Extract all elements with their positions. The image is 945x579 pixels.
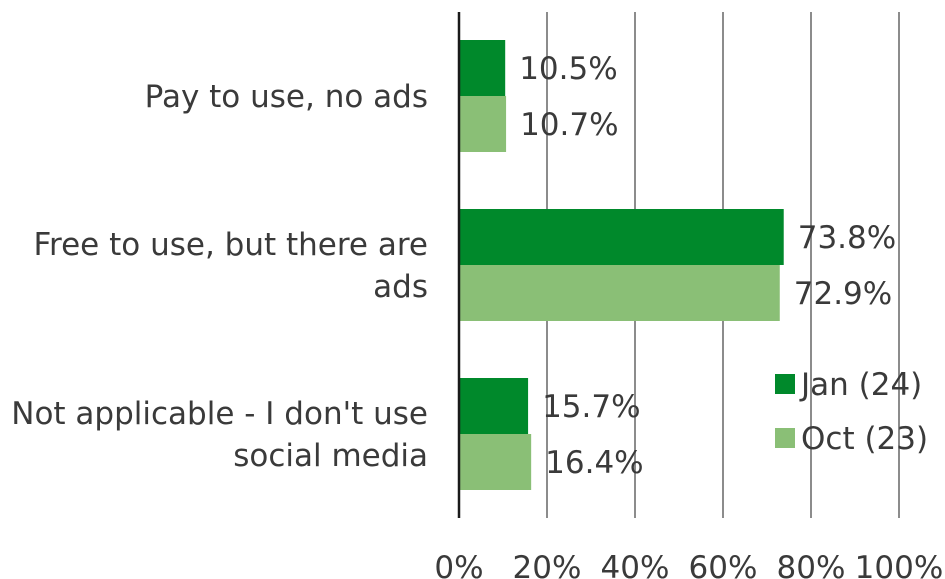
data-label-2-1: 16.4%: [545, 445, 643, 481]
bars: [459, 40, 784, 490]
bar-2-0: [459, 378, 529, 434]
data-label-0-0: 10.5%: [519, 51, 617, 87]
legend-swatch-0: [775, 374, 795, 394]
bar-0-1: [459, 96, 507, 152]
legend-label-1: Oct (23): [801, 421, 928, 457]
data-label-0-1: 10.7%: [520, 107, 618, 143]
data-label-2-0: 15.7%: [542, 389, 640, 425]
data-label-1-0: 73.8%: [798, 220, 896, 256]
bar-2-1: [459, 434, 532, 490]
tick-label-0: 0%: [434, 550, 483, 579]
tick-label-80: 80%: [777, 550, 846, 579]
bar-0-0: [459, 40, 506, 96]
bar-1-1: [459, 265, 780, 321]
category-label-0: Pay to use, no ads: [145, 79, 428, 115]
category-label-line: Pay to use, no ads: [145, 79, 428, 115]
tick-label-20: 20%: [513, 550, 582, 579]
category-label-line: ads: [373, 269, 428, 305]
category-label-line: social media: [233, 438, 428, 474]
category-label-line: Free to use, but there are: [33, 227, 428, 263]
category-label-1: Free to use, but there are ads: [33, 227, 428, 305]
legend-swatch-1: [775, 428, 795, 448]
tick-label-60: 60%: [689, 550, 758, 579]
category-labels: Pay to use, no ads Free to use, but there…: [11, 79, 428, 474]
legend-label-0: Jan (24): [799, 367, 922, 403]
category-label-line: Not applicable - I don't use: [11, 396, 428, 432]
bar-1-0: [459, 209, 784, 265]
data-labels: 10.5% 10.7% 73.8% 72.9% 15.7% 16.4%: [519, 51, 896, 481]
tick-label-40: 40%: [601, 550, 670, 579]
tick-label-100: 100%: [855, 550, 944, 579]
legend: Jan (24) Oct (23): [775, 367, 928, 457]
category-label-2: Not applicable - I don't use social media: [11, 396, 428, 474]
data-label-1-1: 72.9%: [794, 276, 892, 312]
value-axis: 0% 20% 40% 60% 80% 100%: [434, 12, 943, 579]
